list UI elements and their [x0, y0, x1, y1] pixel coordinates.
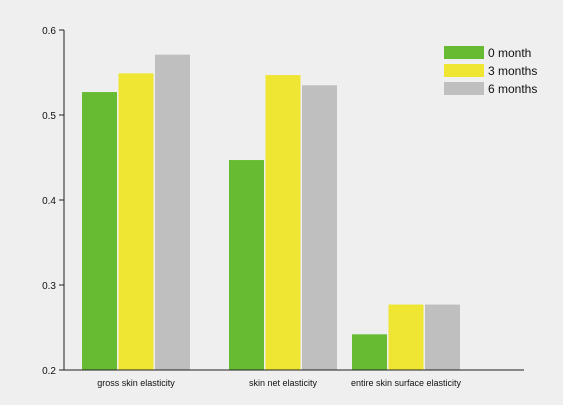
x-tick-label: gross skin elasticity	[97, 378, 175, 388]
bar-2-series-2	[265, 75, 301, 371]
legend-label: 0 month	[488, 46, 531, 60]
x-tick-label: skin net elasticity	[249, 378, 318, 388]
y-tick-label: 0.5	[42, 111, 56, 122]
bars-group	[82, 54, 460, 371]
bar-1-series-3	[155, 54, 190, 371]
y-tick-label: 0.2	[42, 366, 56, 377]
x-tick-label: entire skin surface elasticity	[351, 378, 462, 388]
bar-1-series-2	[118, 73, 154, 370]
bar-3-series-1	[352, 334, 387, 370]
bar-3-series-2	[388, 304, 424, 370]
bar-1-series-1	[82, 92, 117, 371]
y-tick-label: 0.3	[42, 281, 56, 292]
y-tick-label: 0.4	[42, 196, 56, 207]
legend-label: 6 months	[488, 82, 537, 96]
legend-swatch	[444, 46, 484, 59]
legend-swatch	[444, 82, 484, 95]
y-tick-label: 0.6	[42, 26, 56, 37]
bar-3-series-3	[425, 304, 460, 370]
legend: 0 month 3 months 6 months	[444, 46, 537, 96]
axes-group: gross skin elasticity skin net elasticity…	[42, 26, 524, 388]
bar-2-series-1	[229, 160, 264, 370]
legend-swatch	[444, 64, 484, 77]
bar-2-series-3	[302, 85, 337, 370]
legend-label: 3 months	[488, 64, 537, 78]
